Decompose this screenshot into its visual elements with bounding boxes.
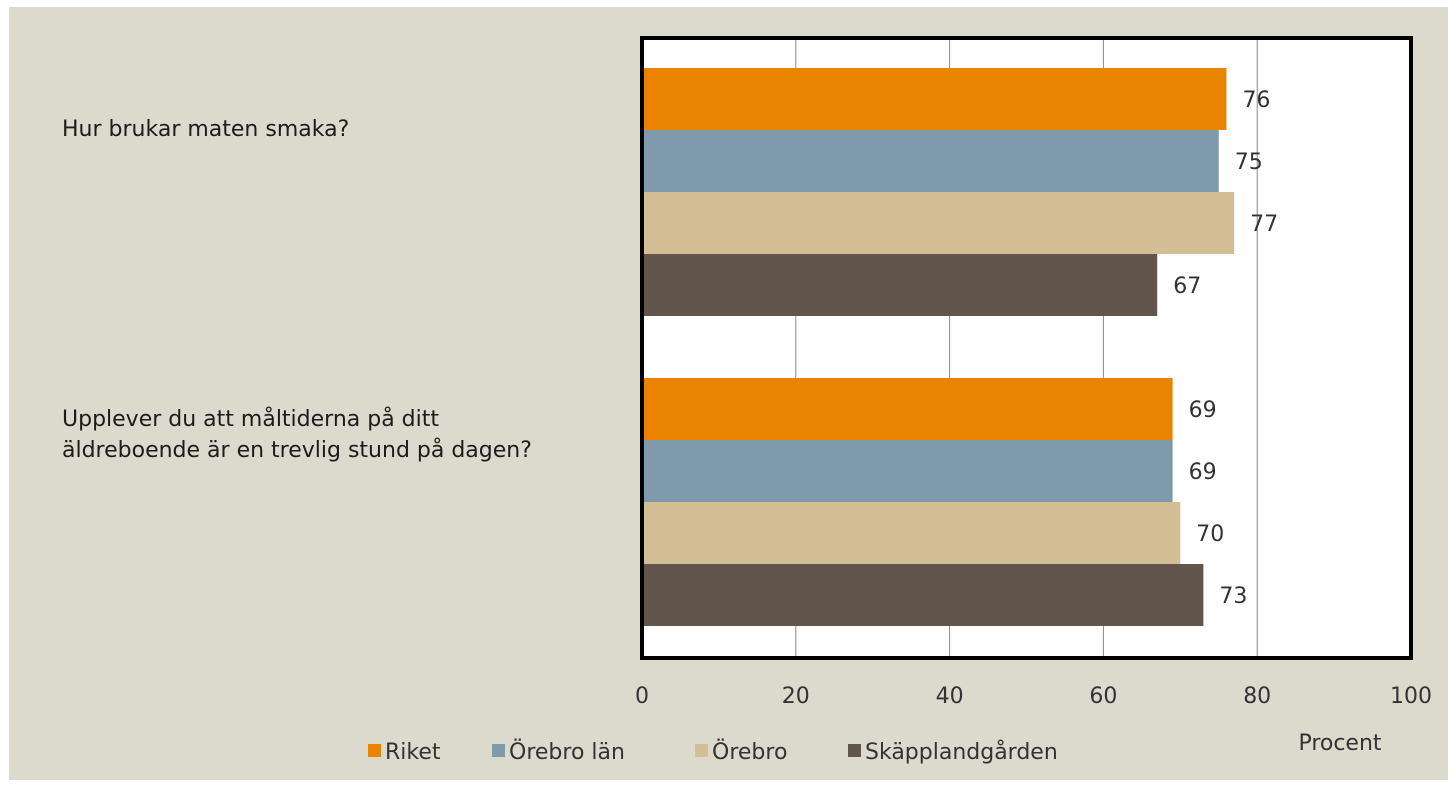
bar-2-2 <box>642 440 1173 502</box>
bar-2-3 <box>642 502 1181 564</box>
x-tick-label-60: 60 <box>1089 684 1117 709</box>
data-label-1-1: 76 <box>1242 88 1270 113</box>
data-label-2-3: 70 <box>1196 522 1224 547</box>
bar-1-3 <box>642 192 1235 254</box>
bar-1-4 <box>642 254 1158 316</box>
legend-swatch-1 <box>368 744 381 757</box>
data-label-2-1: 69 <box>1189 398 1217 423</box>
data-label-1-2: 75 <box>1235 150 1263 175</box>
legend-label-3: Örebro <box>712 739 787 765</box>
legend-label-4: Skäpplandgården <box>865 739 1058 765</box>
bar-2-4 <box>642 564 1204 626</box>
data-label-2-2: 69 <box>1189 460 1217 485</box>
legend-swatch-3 <box>695 744 708 757</box>
x-tick-label-20: 20 <box>782 684 810 709</box>
x-tick-label-40: 40 <box>936 684 964 709</box>
x-tick-label-100: 100 <box>1390 684 1432 709</box>
data-label-1-4: 67 <box>1173 274 1201 299</box>
legend-swatch-4 <box>848 744 861 757</box>
x-axis-title: Procent <box>1298 731 1381 756</box>
x-tick-label-0: 0 <box>635 684 649 709</box>
bar-1-1 <box>642 68 1227 130</box>
legend-label-2: Örebro län <box>509 739 625 765</box>
legend-label-1: Riket <box>385 740 441 765</box>
bar-2-1 <box>642 378 1173 440</box>
data-label-1-3: 77 <box>1250 212 1278 237</box>
category-label-2: Upplever du att måltiderna på ditt äldre… <box>62 407 532 463</box>
category-label-1: Hur brukar maten smaka? <box>62 117 350 142</box>
x-tick-label-80: 80 <box>1243 684 1271 709</box>
plot-border <box>640 36 1413 660</box>
legend-swatch-2 <box>492 744 505 757</box>
bar-1-2 <box>642 130 1219 192</box>
data-label-2-4: 73 <box>1219 584 1247 609</box>
